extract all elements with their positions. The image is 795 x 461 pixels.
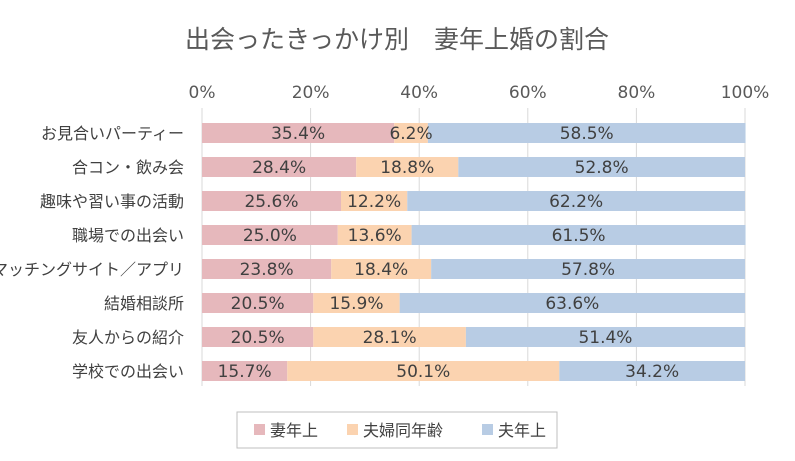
x-tick-label: 60%	[509, 83, 547, 103]
legend-frame	[236, 411, 558, 449]
category-label: マッチングサイト／アプリ	[0, 260, 184, 279]
bar-segment	[341, 191, 408, 211]
data-label: 25.0%	[243, 226, 297, 246]
bar-segment	[202, 225, 338, 245]
category-label: 友人からの紹介	[72, 328, 184, 347]
bar-segment	[202, 293, 314, 313]
bar-segment	[356, 157, 459, 177]
bar-segment	[337, 225, 412, 245]
bar-segment	[313, 327, 466, 347]
x-axis-ticks: 0% 20% 40% 60% 80% 100%	[189, 83, 770, 103]
x-tick-label: 100%	[721, 83, 770, 103]
x-tick-label: 0%	[189, 83, 216, 103]
legend-label: 夫年上	[498, 421, 546, 440]
data-label: 57.8%	[561, 260, 615, 280]
data-label: 12.2%	[347, 192, 401, 212]
bar-segment	[331, 259, 432, 279]
legend: 妻年上 夫婦同年齢 夫年上	[236, 411, 558, 449]
data-label: 28.1%	[363, 328, 417, 348]
bar-segment	[202, 259, 332, 279]
data-label: 50.1%	[396, 362, 450, 382]
data-label: 18.4%	[354, 260, 408, 280]
legend-swatch	[254, 424, 265, 435]
bar-segment	[202, 157, 357, 177]
bar-segment	[559, 361, 745, 381]
chart-title: 出会ったきっかけ別 妻年上婚の割合	[185, 25, 609, 54]
legend-label: 夫婦同年齢	[363, 421, 443, 440]
bar-segment	[407, 191, 745, 211]
data-label: 15.7%	[218, 362, 272, 382]
bar-segment	[458, 157, 745, 177]
bar-segment	[465, 327, 745, 347]
category-label: 結婚相談所	[104, 294, 184, 313]
x-tick-label: 20%	[292, 83, 330, 103]
bars	[202, 123, 746, 381]
bar-segment	[427, 123, 746, 143]
legend-label: 妻年上	[270, 421, 318, 440]
data-label: 52.8%	[575, 158, 629, 178]
bar-segment	[202, 327, 314, 347]
data-label: 34.2%	[625, 362, 679, 382]
data-label: 6.2%	[389, 124, 432, 144]
bar-segment	[202, 123, 395, 143]
data-label: 51.4%	[578, 328, 632, 348]
bar-segment	[287, 361, 560, 381]
data-label: 62.2%	[549, 192, 603, 212]
x-tick-label: 80%	[618, 83, 656, 103]
data-label: 25.6%	[244, 192, 298, 212]
category-label: 趣味や習い事の活動	[40, 192, 184, 211]
data-label: 20.5%	[231, 328, 285, 348]
legend-swatch	[347, 424, 358, 435]
data-label: 15.9%	[329, 294, 383, 314]
category-label: 合コン・飲み会	[72, 158, 184, 177]
data-label: 18.8%	[380, 158, 434, 178]
data-labels: 35.4% 6.2% 58.5% 28.4% 18.8% 52.8% 25.6% 12.2% 6…	[218, 124, 680, 382]
bar-segment	[399, 293, 745, 313]
data-label: 20.5%	[231, 294, 285, 314]
bar-segment	[411, 225, 746, 245]
legend-swatch	[482, 424, 493, 435]
bar-segment	[394, 123, 428, 143]
data-label: 28.4%	[252, 158, 306, 178]
bar-segment	[313, 293, 400, 313]
bar-segment	[431, 259, 745, 279]
category-label: 職場での出会い	[72, 226, 184, 245]
bar-segment	[202, 191, 342, 211]
x-tick-label: 40%	[400, 83, 438, 103]
data-label: 61.5%	[552, 226, 606, 246]
data-label: 13.6%	[348, 226, 402, 246]
category-label: お見合いパーティー	[41, 124, 184, 143]
data-label: 35.4%	[271, 124, 325, 144]
category-labels: お見合いパーティー合コン・飲み会趣味や習い事の活動職場での出会いマッチングサイト…	[0, 124, 184, 381]
data-label: 58.5%	[560, 124, 614, 144]
bar-segment	[202, 361, 288, 381]
category-label: 学校での出会い	[72, 362, 184, 381]
data-label: 63.6%	[545, 294, 599, 314]
data-label: 23.8%	[240, 260, 294, 280]
